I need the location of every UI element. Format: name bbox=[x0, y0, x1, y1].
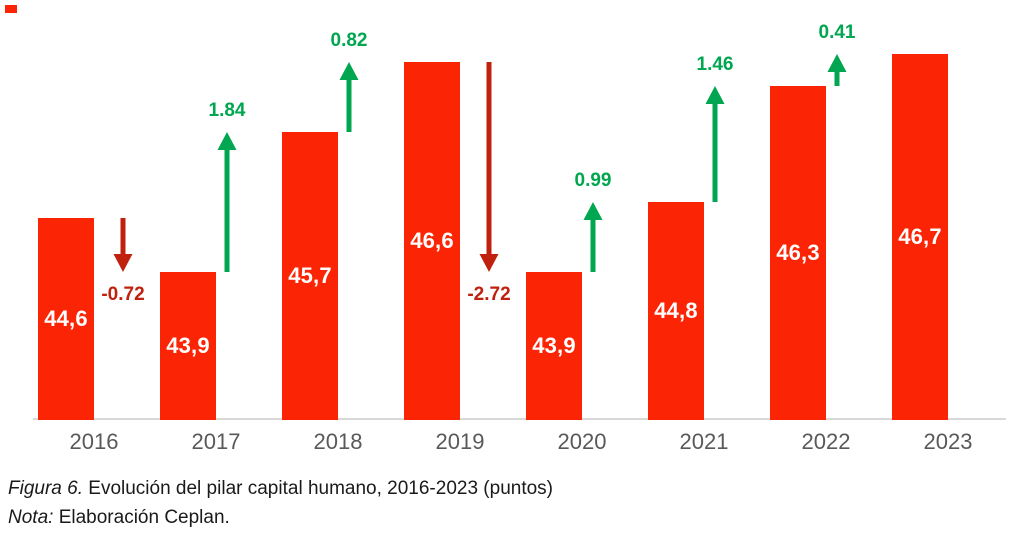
delta-label-2022-2023: 0.41 bbox=[818, 22, 856, 43]
bar-value-label-2022: 46,3 bbox=[776, 240, 820, 265]
delta-label-2021-2022: 1.46 bbox=[696, 54, 734, 75]
increase-arrow-icon bbox=[705, 86, 725, 202]
x-axis-label-2020: 2020 bbox=[557, 429, 607, 454]
bar-value-label-2016: 44,6 bbox=[44, 306, 88, 331]
bar-2023: 46,7 bbox=[892, 54, 948, 420]
increase-arrow-icon bbox=[217, 132, 237, 272]
x-axis-label-2017: 2017 bbox=[191, 429, 241, 454]
figure-caption: Figura 6. Evolución del pilar capital hu… bbox=[8, 474, 553, 532]
figure-number-label: Figura 6. bbox=[8, 478, 83, 499]
bar-chart-plot-area: 44,6 2016 43,9 2017 45,7 2018 46,6 2019 43,9 2020… bbox=[33, 22, 1006, 454]
bar-value-label-2023: 46,7 bbox=[898, 224, 942, 249]
bar-2020: 43,9 bbox=[526, 272, 582, 420]
bar-value-label-2017: 43,9 bbox=[166, 333, 210, 358]
bar-value-label-2019: 46,6 bbox=[410, 228, 454, 253]
x-axis-line bbox=[33, 418, 1006, 420]
bar-2022: 46,3 bbox=[770, 86, 826, 420]
delta-label-2016-2017: -0.72 bbox=[101, 284, 145, 305]
bar-value-label-2020: 43,9 bbox=[532, 333, 576, 358]
note-text: Elaboración Ceplan. bbox=[58, 507, 230, 528]
bar-value-label-2018: 45,7 bbox=[288, 263, 332, 288]
x-axis-label-2019: 2019 bbox=[435, 429, 485, 454]
delta-label-2017-2018: 1.84 bbox=[208, 100, 246, 121]
x-axis-label-2021: 2021 bbox=[679, 429, 729, 454]
x-axis-label-2018: 2018 bbox=[313, 429, 363, 454]
increase-arrow-icon bbox=[583, 202, 603, 272]
increase-arrow-icon bbox=[827, 54, 847, 86]
figure-note-line: Nota: Elaboración Ceplan. bbox=[8, 503, 553, 532]
bar-2021: 44,8 bbox=[648, 202, 704, 420]
decrease-arrow-icon bbox=[113, 218, 133, 272]
x-axis-label-2022: 2022 bbox=[801, 429, 851, 454]
bar-2016: 44,6 bbox=[38, 218, 94, 420]
increase-arrow-icon bbox=[339, 62, 359, 132]
note-label: Nota: bbox=[8, 507, 54, 528]
bar-2019: 46,6 bbox=[404, 62, 460, 420]
figure-title-line: Figura 6. Evolución del pilar capital hu… bbox=[8, 474, 553, 503]
x-axis-label-2016: 2016 bbox=[69, 429, 119, 454]
x-axis-label-2023: 2023 bbox=[923, 429, 973, 454]
delta-label-2019-2020: -2.72 bbox=[467, 284, 511, 305]
red-corner-artifact bbox=[5, 5, 17, 13]
figure-title-text: Evolución del pilar capital humano, 2016… bbox=[88, 478, 554, 499]
bar-2017: 43,9 bbox=[160, 272, 216, 420]
decrease-arrow-icon bbox=[479, 62, 499, 272]
bar-value-label-2021: 44,8 bbox=[654, 298, 698, 323]
delta-arrows-layer bbox=[113, 54, 847, 272]
delta-label-2018-2019: 0.82 bbox=[330, 30, 368, 51]
delta-label-2020-2021: 0.99 bbox=[574, 170, 612, 191]
bar-2018: 45,7 bbox=[282, 132, 338, 420]
